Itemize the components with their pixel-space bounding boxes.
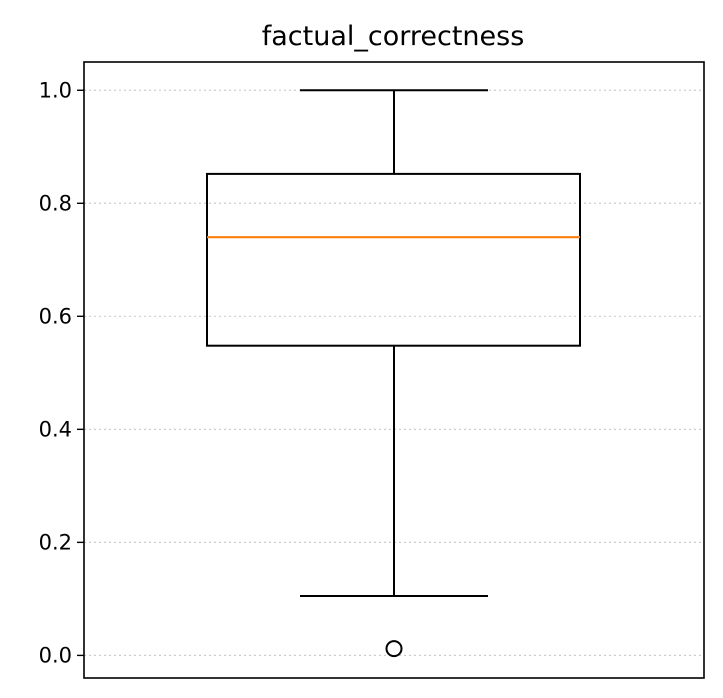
chart-title: factual_correctness xyxy=(262,21,525,52)
y-tick-label: 0.2 xyxy=(39,530,72,554)
y-tick-label: 0.6 xyxy=(39,304,72,328)
outlier-point xyxy=(385,640,403,658)
y-tick-label: 1.0 xyxy=(39,78,72,102)
y-axis: 0.0 0.2 0.4 0.6 0.8 1.0 xyxy=(39,78,84,667)
y-tick-label: 0.0 xyxy=(39,643,72,667)
iqr-box xyxy=(206,172,581,347)
box-plot xyxy=(206,89,581,658)
plot-frame xyxy=(83,61,705,679)
y-tick-label: 0.4 xyxy=(39,417,72,441)
y-tick-label: 0.8 xyxy=(39,191,72,215)
